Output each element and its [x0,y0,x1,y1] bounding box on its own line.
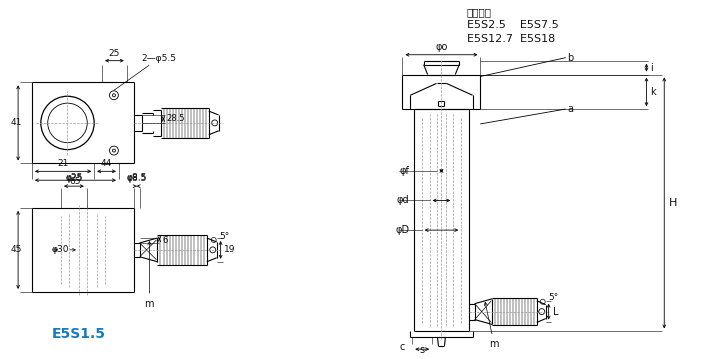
Text: 19: 19 [224,245,235,255]
Text: 21: 21 [58,159,69,168]
Text: 25: 25 [109,49,120,58]
Text: H: H [670,198,677,208]
Text: E5S2.5    E5S7.5: E5S2.5 E5S7.5 [466,20,558,30]
Text: a: a [567,104,574,114]
Text: φD: φD [395,225,410,235]
Text: m: m [145,242,154,309]
Text: m: m [484,302,499,349]
Text: 65: 65 [70,177,81,186]
Text: s: s [420,345,425,355]
Text: 45: 45 [11,245,22,255]
Text: 28.5: 28.5 [166,115,185,123]
Text: 5°: 5° [219,232,230,241]
Text: 5°: 5° [549,293,559,302]
Text: φo: φo [435,42,447,52]
Text: L: L [552,307,558,317]
Text: φ8.5: φ8.5 [126,173,147,182]
Text: φ8.5: φ8.5 [126,174,147,183]
Text: φ25: φ25 [65,174,82,183]
Text: k: k [650,87,656,97]
Text: 41: 41 [11,118,22,127]
Text: 2—φ5.5: 2—φ5.5 [114,53,177,90]
Text: φ25: φ25 [65,173,82,182]
Text: E5S12.7  E5S18: E5S12.7 E5S18 [466,34,555,44]
Text: 6: 6 [163,236,168,245]
Text: φ30: φ30 [52,245,69,255]
Text: 适用机型: 适用机型 [466,7,491,17]
Text: c: c [400,342,405,352]
Text: 44: 44 [101,159,112,168]
Text: i: i [650,62,653,73]
Text: φd: φd [397,195,410,205]
Text: E5S1.5: E5S1.5 [51,327,105,341]
Text: b: b [567,53,574,63]
Text: φf: φf [400,166,410,176]
